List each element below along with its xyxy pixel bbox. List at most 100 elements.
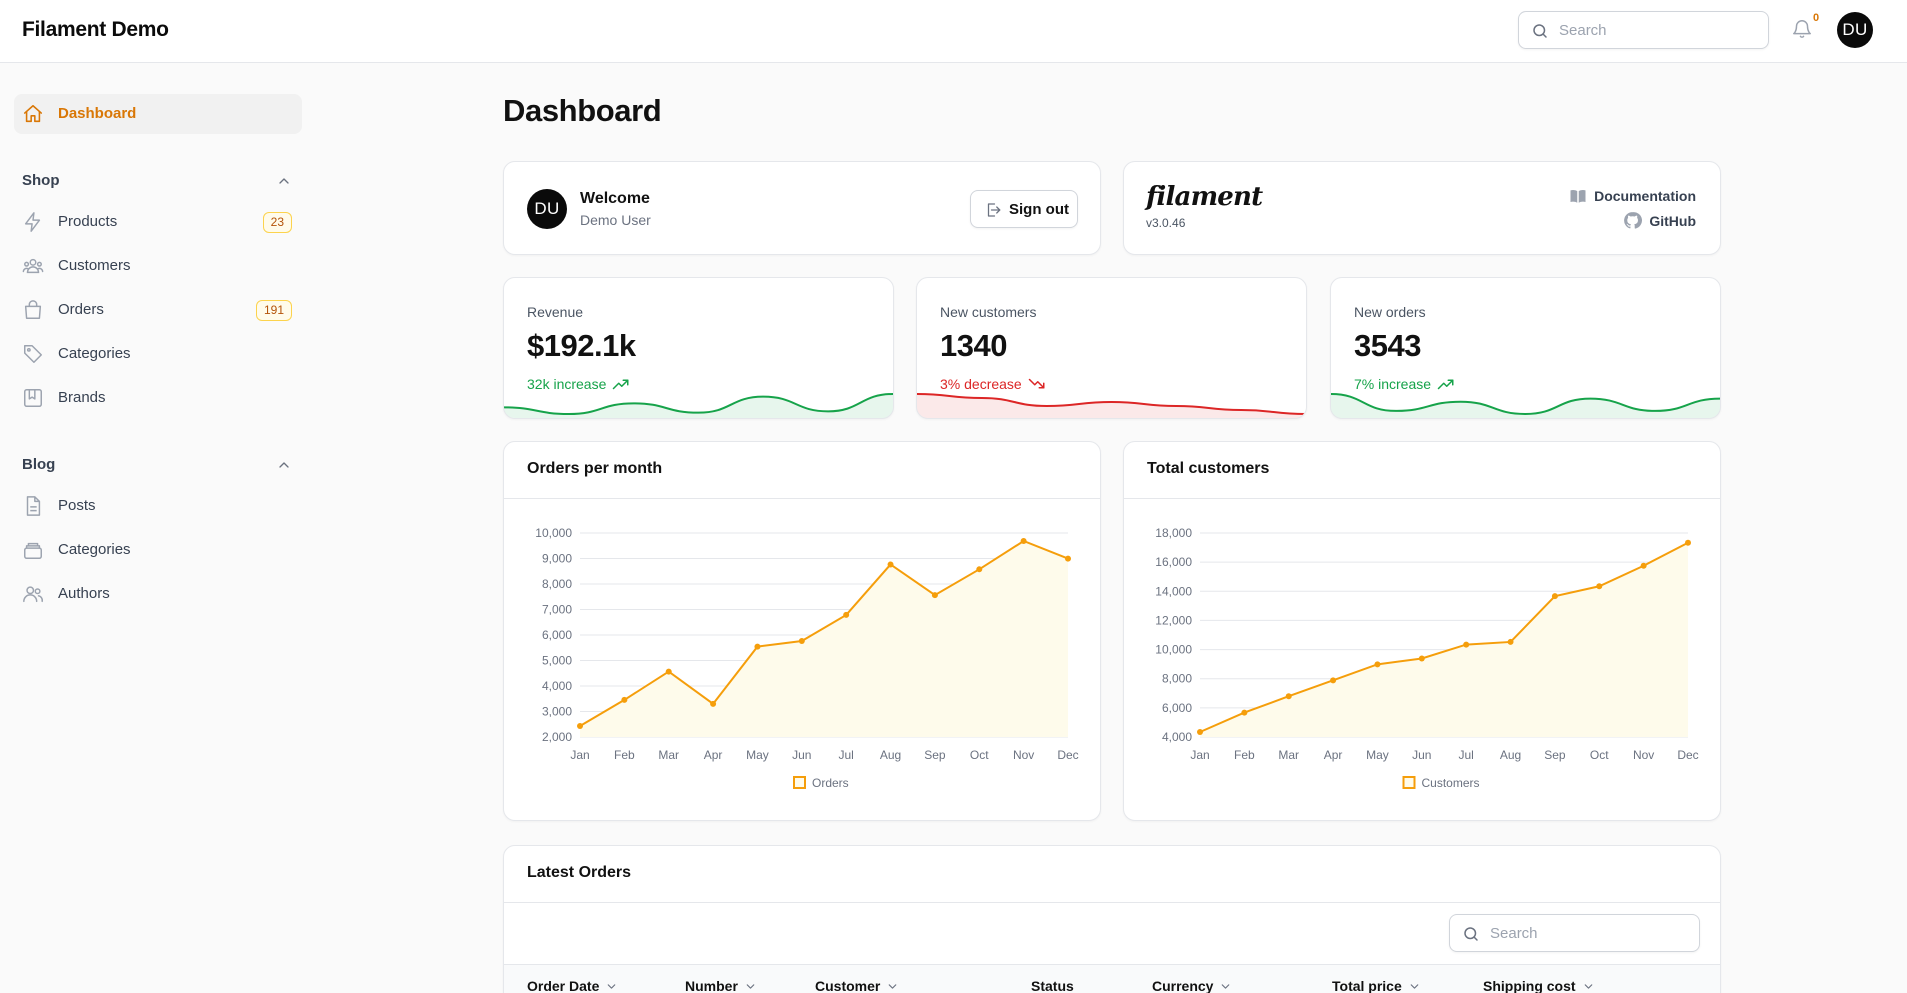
chevron-up-icon[interactable]: [276, 173, 292, 189]
stat-label: Revenue: [527, 304, 584, 320]
bell-icon[interactable]: [1791, 18, 1813, 40]
table-header-row: Order Date Number Customer Status Curren…: [504, 964, 1720, 993]
data-point[interactable]: [1507, 638, 1514, 645]
y-tick-label: 6,000: [1162, 701, 1192, 715]
sidebar-item-orders[interactable]: Orders 191: [14, 290, 302, 330]
x-tick-label: Aug: [880, 748, 901, 762]
column-header-total-price[interactable]: Total price: [1332, 978, 1421, 993]
column-label: Order Date: [527, 978, 600, 993]
legend-label[interactable]: Customers: [1422, 776, 1480, 790]
y-tick-label: 18,000: [1155, 526, 1192, 540]
account-avatar: DU: [527, 189, 567, 229]
y-tick-label: 7,000: [542, 603, 572, 617]
legend-swatch[interactable]: [1402, 776, 1416, 789]
app-brand[interactable]: Filament Demo: [22, 18, 169, 41]
data-point[interactable]: [710, 700, 717, 707]
table-search[interactable]: [1449, 914, 1700, 952]
sidebar-item-customers[interactable]: Customers: [14, 246, 302, 286]
column-label: Shipping cost: [1483, 978, 1576, 993]
x-tick-label: Feb: [1234, 748, 1255, 762]
sparkline-line: [1331, 393, 1720, 416]
sidebar-item-label: Categories: [58, 345, 131, 362]
global-search-input[interactable]: [1559, 20, 1759, 40]
table-search-input[interactable]: [1490, 923, 1690, 943]
divider: [504, 902, 1720, 903]
sparkline-area: [504, 394, 893, 418]
data-point[interactable]: [1374, 661, 1381, 668]
data-point[interactable]: [1065, 555, 1071, 562]
data-point[interactable]: [887, 561, 894, 568]
divider: [1124, 498, 1720, 499]
sidebar-item-products[interactable]: Products 23: [14, 202, 302, 242]
x-tick-label: Jul: [1459, 748, 1474, 762]
trending-down-icon: [1028, 378, 1045, 389]
data-point[interactable]: [1285, 693, 1292, 700]
sidebar-item-label: Categories: [58, 541, 131, 558]
chevron-up-icon[interactable]: [276, 457, 292, 473]
trending-up-icon: [613, 379, 629, 390]
welcome-title: Welcome: [580, 190, 650, 207]
data-point[interactable]: [1640, 562, 1647, 569]
column-label: Number: [685, 978, 738, 993]
sidebar-group-shop-label[interactable]: Shop: [22, 172, 60, 189]
topbar: Filament Demo 0 DU: [0, 0, 1907, 63]
sparkline-area: [1331, 394, 1720, 418]
github-link[interactable]: GitHub: [1623, 211, 1696, 230]
sidebar-item-posts[interactable]: Posts: [14, 486, 302, 526]
sidebar-item-authors[interactable]: Authors: [14, 574, 302, 614]
sparkline-line: [917, 393, 1306, 415]
column-header-number[interactable]: Number: [685, 978, 757, 993]
legend-label[interactable]: Orders: [812, 776, 849, 790]
column-header-order-date[interactable]: Order Date: [527, 978, 618, 993]
stat-value: 1340: [940, 328, 1007, 363]
data-point[interactable]: [577, 722, 583, 729]
filament-info-widget: filament v3.0.46 Documentation GitHub: [1123, 161, 1721, 255]
new-customers-sparkline: [917, 393, 1306, 418]
data-point[interactable]: [843, 611, 850, 618]
notification-count-badge: 0: [1813, 12, 1820, 24]
y-tick-label: 4,000: [542, 679, 572, 693]
sign-out-button[interactable]: Sign out: [970, 190, 1078, 228]
sidebar-item-shop-categories[interactable]: Categories: [14, 334, 302, 374]
legend-swatch[interactable]: [793, 776, 806, 789]
data-point[interactable]: [976, 566, 983, 573]
column-label: Customer: [815, 978, 881, 993]
stat-description-text: 7% increase: [1354, 376, 1432, 392]
data-point[interactable]: [1418, 655, 1425, 662]
documentation-link[interactable]: Documentation: [1569, 187, 1696, 205]
column-header-shipping-cost[interactable]: Shipping cost: [1483, 978, 1595, 993]
data-point[interactable]: [1551, 593, 1558, 600]
y-tick-label: 8,000: [1162, 672, 1192, 686]
sidebar-group-blog-label[interactable]: Blog: [22, 456, 56, 473]
data-point[interactable]: [1596, 583, 1603, 590]
shopping-bag-icon: [24, 300, 42, 319]
series-line: [1199, 541, 1689, 733]
x-tick-label: Jan: [570, 748, 589, 762]
page-title: Dashboard: [503, 93, 662, 128]
data-point[interactable]: [1330, 677, 1337, 684]
x-tick-label: Nov: [1013, 748, 1034, 762]
column-header-currency[interactable]: Currency: [1152, 978, 1232, 993]
data-point[interactable]: [1241, 709, 1248, 716]
data-point[interactable]: [931, 592, 938, 599]
sidebar-item-dashboard[interactable]: Dashboard: [14, 94, 302, 134]
data-point[interactable]: [1463, 641, 1470, 648]
data-point[interactable]: [665, 668, 672, 675]
data-point[interactable]: [1685, 539, 1691, 546]
data-point[interactable]: [1020, 538, 1027, 545]
rectangle-stack-icon: [24, 542, 42, 559]
column-header-customer[interactable]: Customer: [815, 978, 899, 993]
sidebar-item-brands[interactable]: Brands: [14, 378, 302, 418]
data-point[interactable]: [1197, 728, 1203, 735]
x-tick-label: May: [1366, 748, 1389, 762]
users-icon: [23, 586, 43, 603]
sidebar-item-blog-categories[interactable]: Categories: [14, 530, 302, 570]
x-tick-label: Apr: [1324, 748, 1343, 762]
x-tick-label: Aug: [1500, 748, 1521, 762]
x-tick-label: May: [746, 748, 769, 762]
global-search[interactable]: [1518, 11, 1769, 49]
data-point[interactable]: [754, 643, 761, 650]
user-avatar[interactable]: DU: [1837, 12, 1873, 48]
data-point[interactable]: [621, 696, 628, 703]
data-point[interactable]: [798, 637, 805, 644]
